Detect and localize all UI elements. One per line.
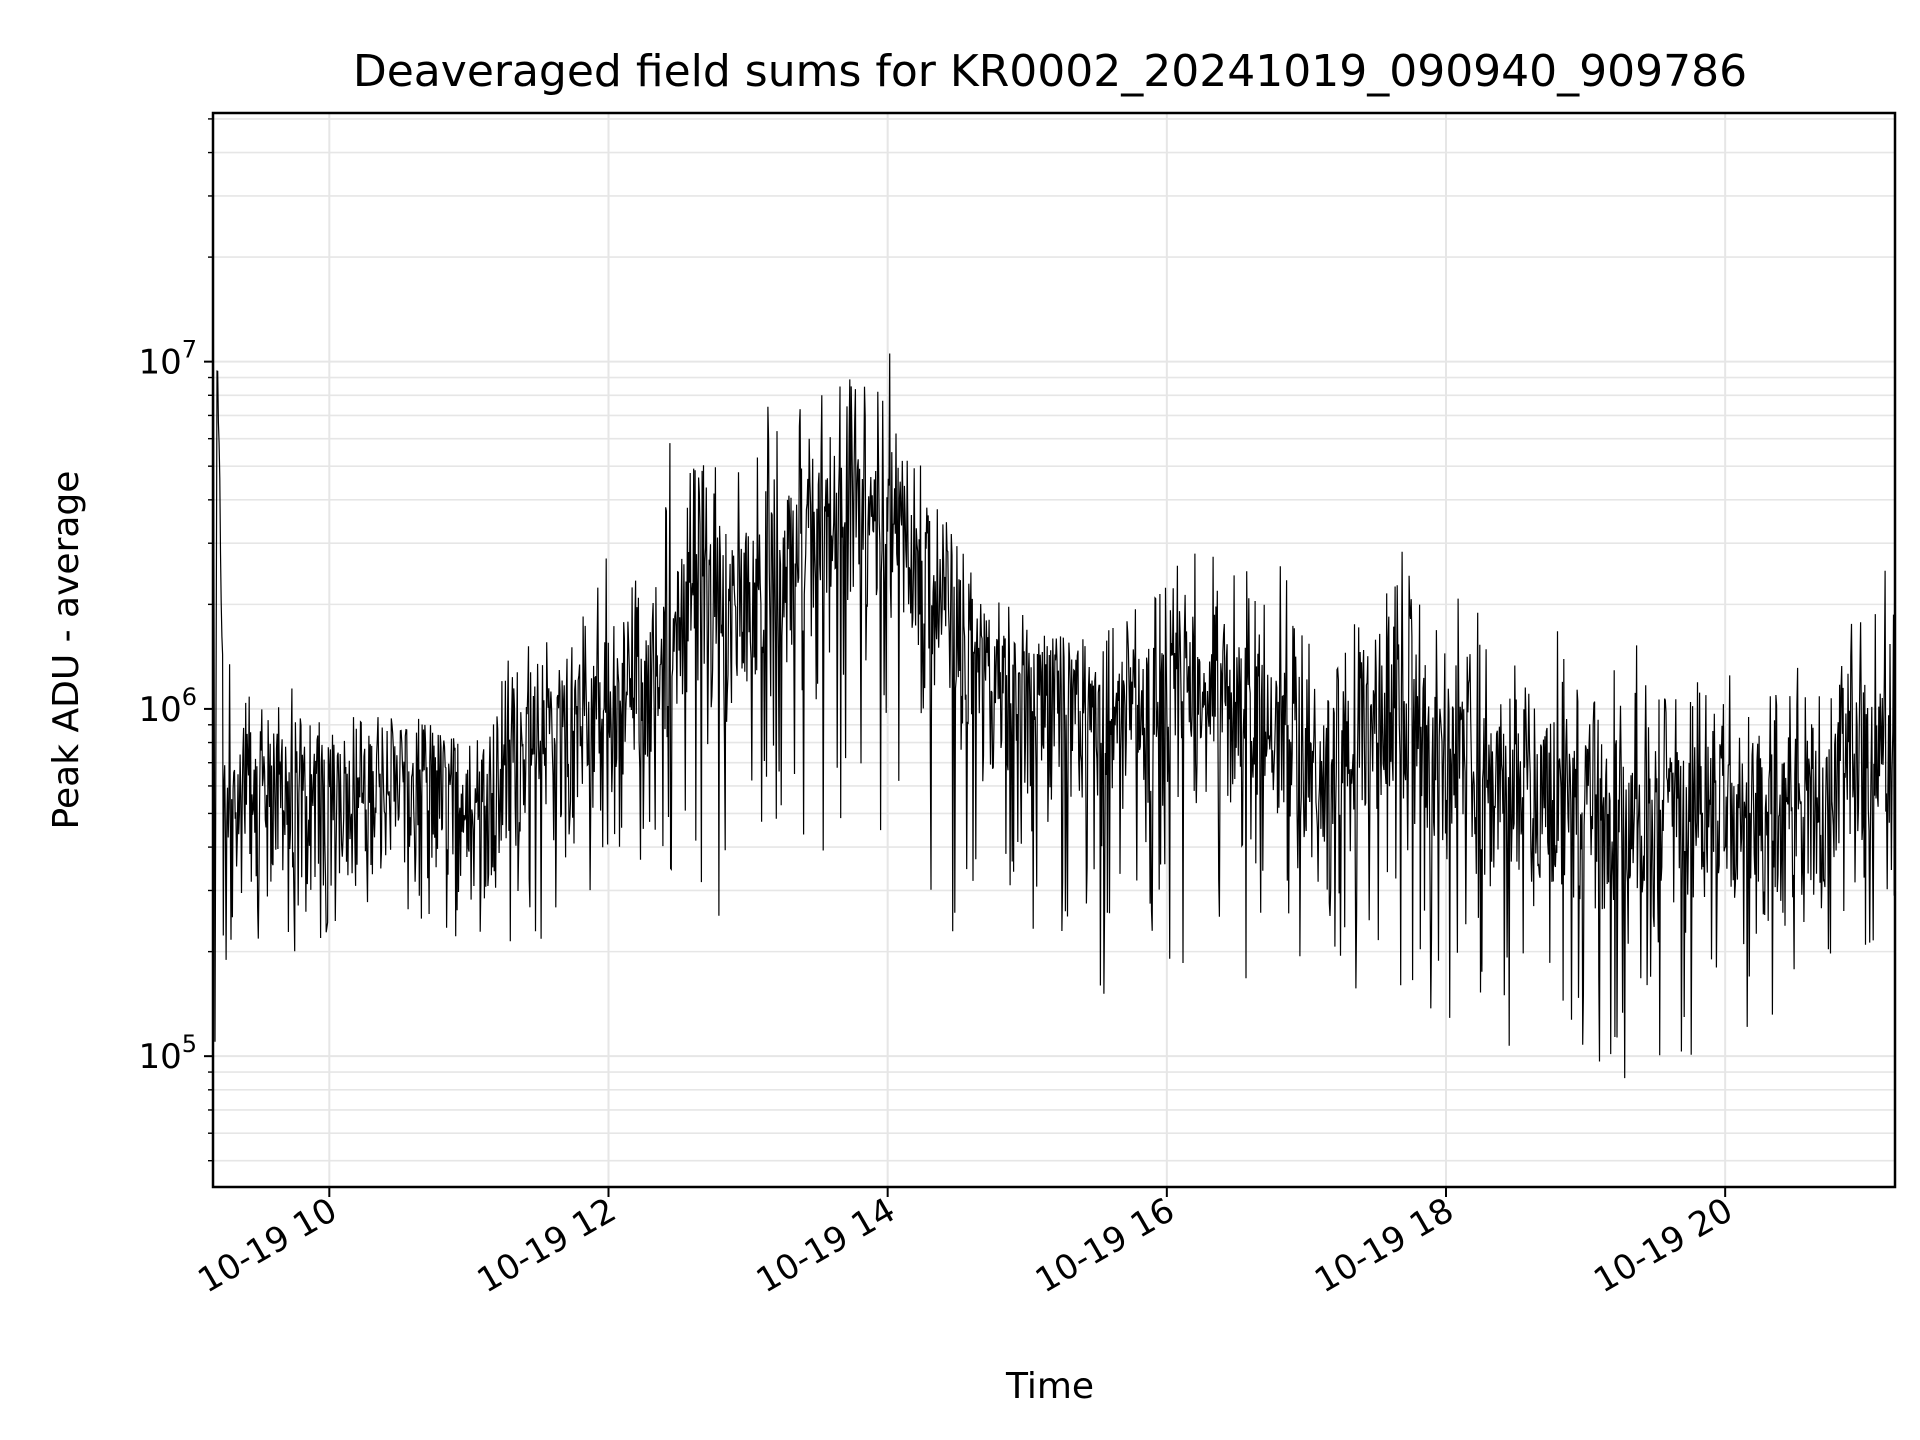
chart-title: Deaveraged field sums for KR0002_2024101… <box>353 46 1747 97</box>
plot-line <box>212 160 1896 1079</box>
y-tick-label: 106 <box>138 683 197 730</box>
x-axis-label: Time <box>1005 1366 1094 1407</box>
y-tick-label-exponent: 7 <box>182 336 197 364</box>
y-tick-label-base: 10 <box>138 1037 181 1077</box>
plot-frame <box>211 111 1897 1189</box>
y-tick-label: 105 <box>138 1030 197 1077</box>
y-tick-label-base: 10 <box>138 343 181 383</box>
y-tick-label: 107 <box>138 336 197 383</box>
y-tick-label-exponent: 6 <box>182 683 197 711</box>
series-line <box>212 160 1896 1079</box>
y-tick-label-base: 10 <box>138 690 181 730</box>
y-axis-label: Peak ADU - average <box>46 471 87 830</box>
y-tick-label-exponent: 5 <box>182 1030 197 1058</box>
